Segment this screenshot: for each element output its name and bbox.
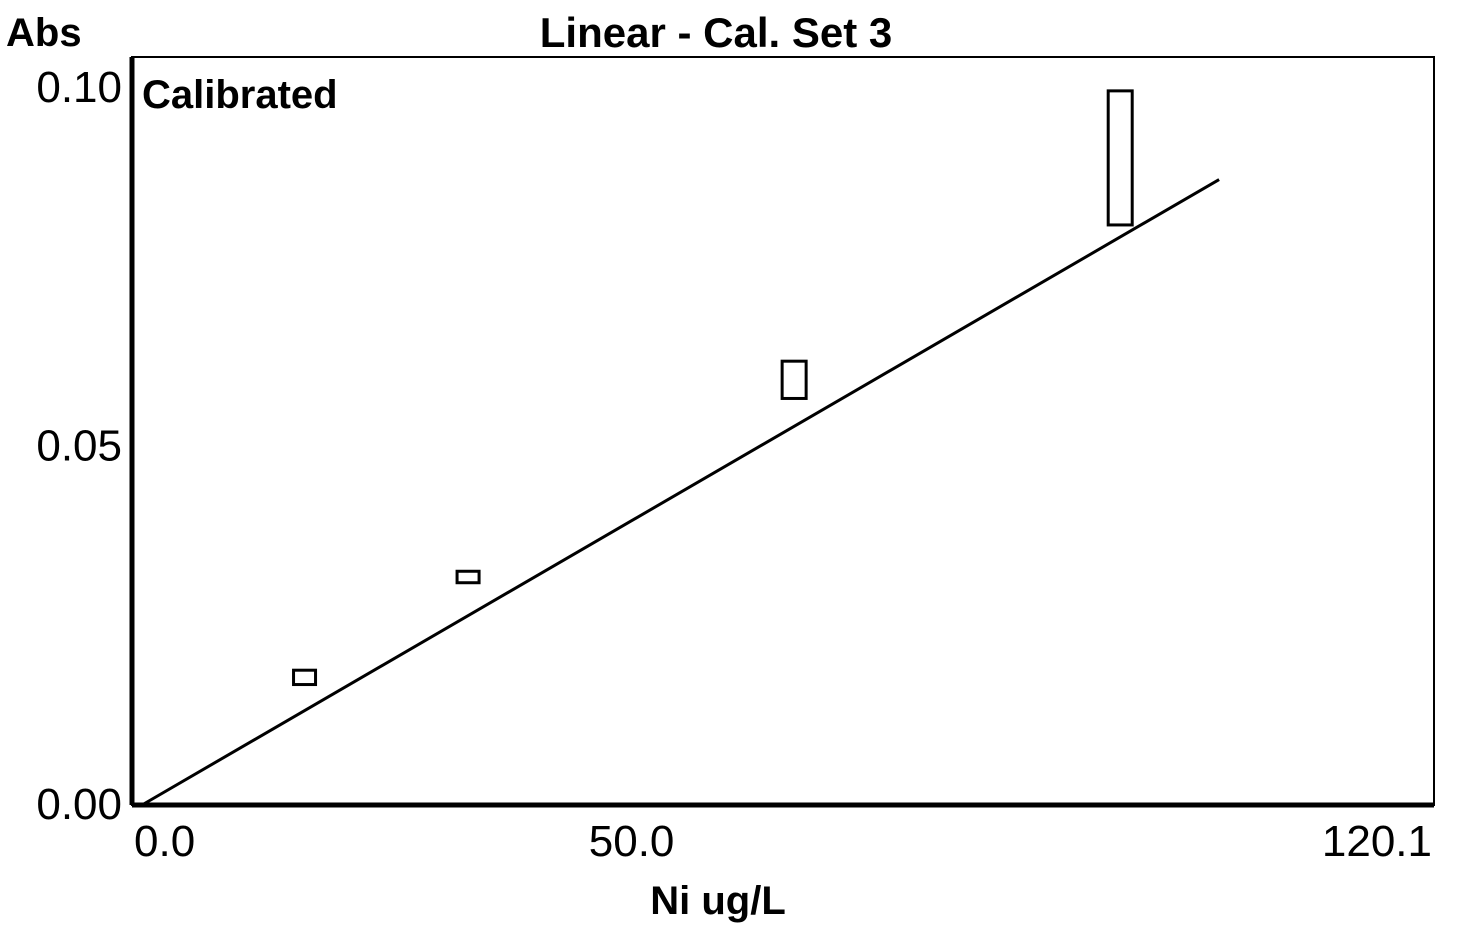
fit-line-group (141, 178, 1220, 807)
data-points-group (292, 89, 1134, 687)
x-tick-label: 50.0 (589, 817, 675, 866)
chart-title: Linear - Cal. Set 3 (540, 9, 892, 56)
y-tick-label: 0.00 (36, 780, 122, 829)
data-point (292, 668, 318, 687)
fit-line (141, 178, 1220, 807)
y-tick-labels: 0.10 0.05 0.00 (36, 63, 122, 829)
x-tick-label: 120.1 (1322, 817, 1432, 866)
x-axis-label: Ni ug/L (650, 879, 786, 923)
x-tick-labels: 0.0 50.0 120.1 (134, 817, 1432, 866)
y-tick-label: 0.10 (36, 63, 122, 112)
data-point (1106, 89, 1134, 227)
calibration-status-label: Calibrated (142, 73, 338, 117)
plot-area-frame (131, 56, 1435, 806)
y-axis-label: Abs (6, 11, 82, 55)
y-tick-label: 0.05 (36, 422, 122, 471)
data-point (455, 569, 481, 585)
x-tick-label: 0.0 (134, 817, 195, 866)
data-point (780, 359, 808, 400)
